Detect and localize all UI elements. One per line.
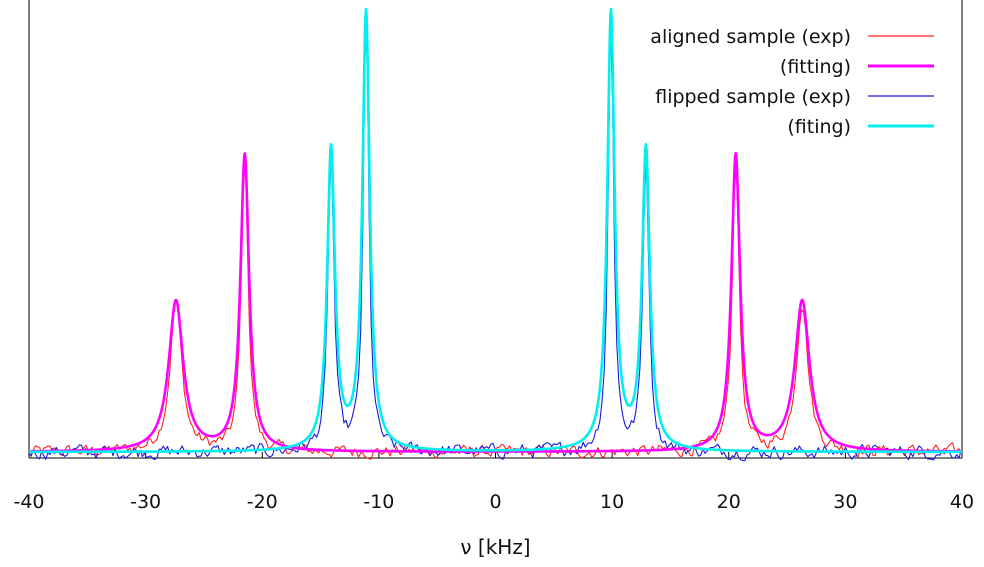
series-line-3 bbox=[28, 7, 963, 454]
axes: -40 -30 -20 -10 0 10 20 30 40 bbox=[13, 0, 974, 513]
x-tick-label: -30 bbox=[130, 491, 161, 513]
series-line-0 bbox=[28, 154, 962, 460]
x-tick-label: -10 bbox=[363, 491, 394, 513]
legend: aligned sample (exp) (fitting) flipped sam… bbox=[650, 26, 934, 138]
x-tick-label: -20 bbox=[247, 491, 278, 513]
legend-label: (fiting) bbox=[787, 116, 851, 138]
x-tick-label: 40 bbox=[950, 491, 974, 513]
legend-label: (fitting) bbox=[780, 56, 851, 78]
x-tick-label: 0 bbox=[489, 491, 501, 513]
x-tick-label: 20 bbox=[717, 491, 741, 513]
legend-label: flipped sample (exp) bbox=[655, 86, 851, 108]
x-tick-label: 10 bbox=[600, 491, 624, 513]
x-tick-label: 30 bbox=[833, 491, 857, 513]
series-line-1 bbox=[28, 151, 963, 453]
x-tick-label: -40 bbox=[13, 491, 44, 513]
legend-label: aligned sample (exp) bbox=[650, 26, 851, 48]
series-group bbox=[28, 7, 963, 462]
x-axis-label: ν [kHz] bbox=[460, 535, 530, 559]
